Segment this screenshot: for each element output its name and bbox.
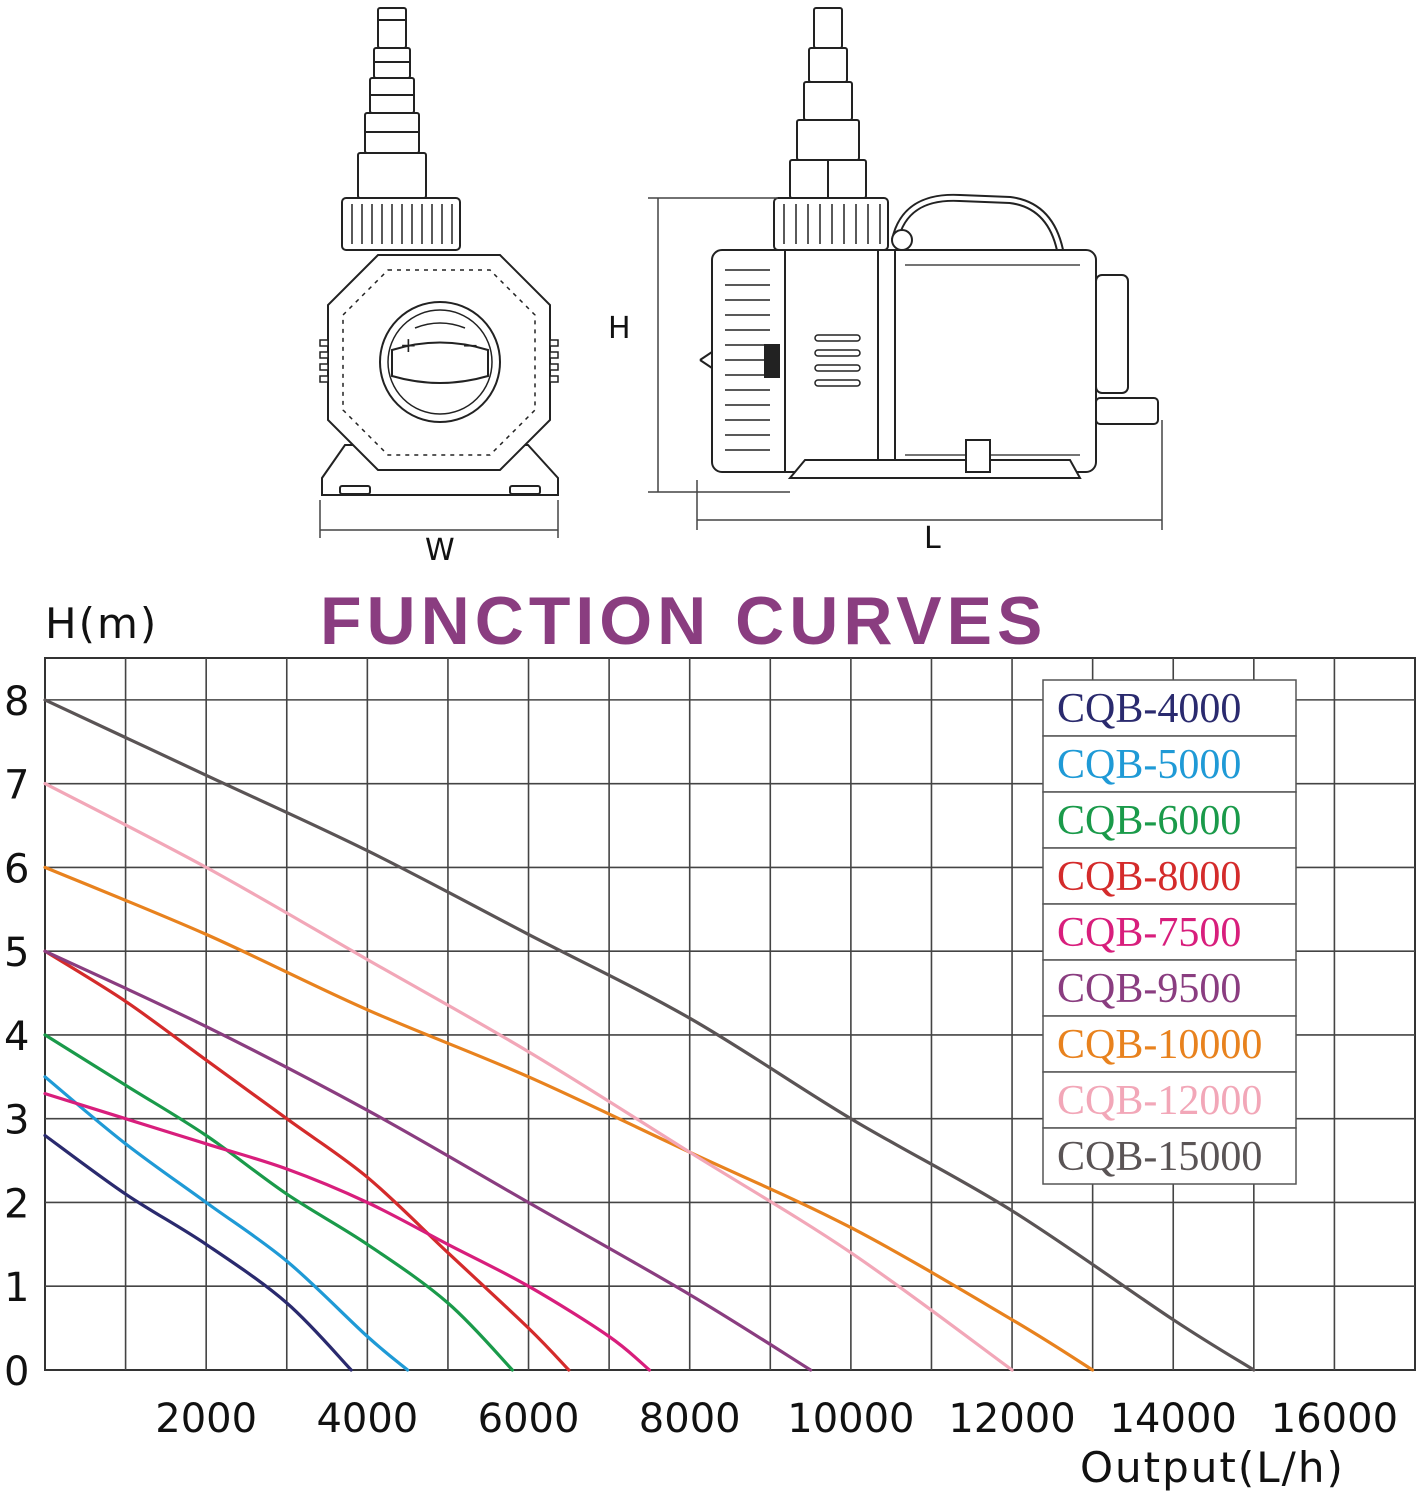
y-tick-label: 2 bbox=[4, 1181, 29, 1227]
y-tick-label: 5 bbox=[4, 930, 29, 976]
width-dimension bbox=[319, 500, 559, 538]
chart-series bbox=[43, 698, 1256, 1372]
pump-side-view bbox=[699, 7, 1159, 479]
height-label: H bbox=[608, 311, 631, 346]
y-axis-title: H(m) bbox=[45, 599, 158, 648]
series-line-cqb-6000 bbox=[43, 1033, 514, 1372]
plot-border bbox=[44, 657, 1416, 1371]
legend-cell bbox=[1042, 679, 1297, 737]
y-tick-label: 8 bbox=[4, 679, 29, 725]
legend-entry-cqb-15000: CQB-15000 bbox=[1057, 1134, 1262, 1180]
legend-entry-cqb-7500: CQB-7500 bbox=[1057, 910, 1241, 956]
x-tick-label: 14000 bbox=[1110, 1396, 1237, 1442]
function-curves-chart: FUNCTION CURVES H(m) 0 1 2 3 4 5 6 7 8 2000 4000 6… bbox=[4, 583, 1416, 1492]
legend-cell bbox=[1042, 735, 1297, 793]
y-tick-label: 1 bbox=[4, 1265, 29, 1311]
pump-front-view bbox=[319, 7, 559, 496]
legend-cell bbox=[1042, 903, 1297, 961]
series-line-cqb-9500 bbox=[43, 949, 813, 1372]
legend-cell bbox=[1042, 1127, 1297, 1185]
pump-technical-drawing: + − W bbox=[319, 7, 1163, 568]
x-tick-label: 10000 bbox=[787, 1396, 914, 1442]
legend-entry-cqb-8000: CQB-8000 bbox=[1057, 854, 1241, 900]
series-line-cqb-12000 bbox=[43, 782, 1014, 1372]
x-tick-label: 4000 bbox=[316, 1396, 418, 1442]
width-label: W bbox=[425, 533, 455, 568]
series-line-cqb-10000 bbox=[43, 865, 1095, 1372]
legend-cell bbox=[1042, 791, 1297, 849]
legend-entry-cqb-12000: CQB-12000 bbox=[1057, 1078, 1262, 1124]
series-line-cqb-15000 bbox=[43, 698, 1256, 1372]
series-line-cqb-5000 bbox=[43, 1075, 410, 1372]
y-tick-label: 3 bbox=[4, 1098, 29, 1144]
x-tick-label: 6000 bbox=[478, 1396, 580, 1442]
y-tick-label: 7 bbox=[4, 763, 29, 809]
dial-minus-label: − bbox=[462, 333, 479, 357]
length-dimension bbox=[696, 420, 1163, 530]
chart-title: FUNCTION CURVES bbox=[320, 583, 1047, 659]
length-label: L bbox=[924, 521, 941, 556]
x-tick-label: 8000 bbox=[639, 1396, 741, 1442]
y-tick-label: 0 bbox=[4, 1349, 29, 1395]
y-axis-ticks: 0 1 2 3 4 5 6 7 8 bbox=[4, 679, 29, 1395]
x-axis-ticks: 2000 4000 6000 8000 10000 12000 14000 16000 bbox=[155, 1396, 1398, 1442]
legend-cell bbox=[1042, 847, 1297, 905]
height-dimension bbox=[648, 197, 790, 493]
series-line-cqb-8000 bbox=[43, 949, 571, 1372]
x-tick-label: 2000 bbox=[155, 1396, 257, 1442]
series-line-cqb-7500 bbox=[43, 1092, 651, 1372]
y-tick-label: 6 bbox=[4, 846, 29, 892]
dial-plus-label: + bbox=[400, 333, 417, 357]
legend-entry-cqb-5000: CQB-5000 bbox=[1057, 742, 1241, 788]
y-tick-label: 4 bbox=[4, 1014, 29, 1060]
legend-entry-cqb-4000: CQB-4000 bbox=[1057, 686, 1241, 732]
legend-entry-cqb-10000: CQB-10000 bbox=[1057, 1022, 1262, 1068]
x-tick-label: 12000 bbox=[948, 1396, 1075, 1442]
x-axis-title: Output(L/h) bbox=[1080, 1443, 1345, 1492]
legend-entry-cqb-6000: CQB-6000 bbox=[1057, 798, 1241, 844]
chart-legend: CQB-4000 CQB-5000 CQB-6000 CQB-8000 CQB-7500… bbox=[1042, 679, 1297, 1185]
series-line-cqb-4000 bbox=[43, 1133, 353, 1372]
legend-cell bbox=[1042, 959, 1297, 1017]
legend-entry-cqb-9500: CQB-9500 bbox=[1057, 966, 1241, 1012]
x-tick-label: 16000 bbox=[1271, 1396, 1398, 1442]
